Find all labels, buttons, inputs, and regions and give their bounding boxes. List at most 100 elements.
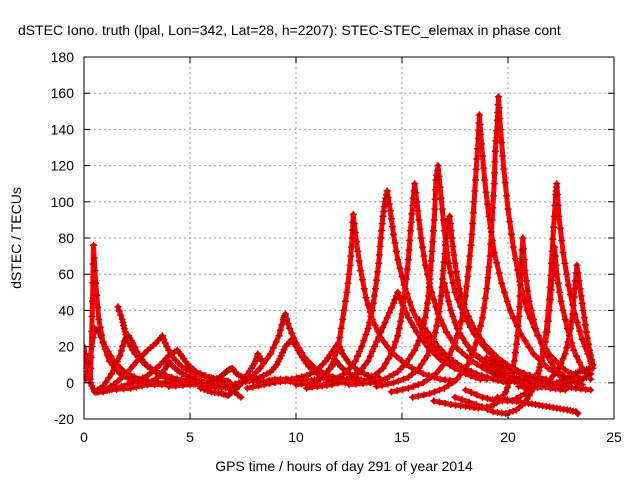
plus-marker (213, 381, 221, 389)
plus-marker (561, 386, 569, 394)
plus-marker (379, 364, 387, 372)
plus-marker (519, 234, 527, 242)
plus-marker (372, 370, 380, 378)
plus-marker (113, 358, 121, 366)
plus-marker (235, 381, 243, 389)
plus-marker (447, 227, 455, 235)
plus-marker (515, 312, 523, 320)
chart-title: dSTEC Iono. truth (lpal, Lon=342, Lat=28… (18, 22, 561, 38)
plus-marker (377, 328, 385, 336)
plus-marker (524, 287, 532, 295)
plus-marker (464, 273, 472, 281)
plus-marker (114, 303, 122, 311)
plus-marker (377, 234, 385, 242)
x-tick-label: 10 (288, 429, 304, 445)
plus-marker (499, 378, 507, 386)
plus-marker (537, 382, 545, 390)
plus-marker (457, 363, 465, 371)
plus-marker (509, 407, 517, 415)
plus-marker (85, 359, 93, 367)
plus-marker (418, 243, 426, 251)
plus-marker (397, 356, 405, 364)
plus-marker (256, 364, 264, 372)
plus-marker (99, 338, 107, 346)
plus-marker (479, 314, 487, 322)
plus-marker (292, 339, 300, 347)
plus-marker (358, 364, 366, 372)
plus-marker (370, 292, 378, 300)
plus-marker (399, 375, 407, 383)
plus-marker (387, 388, 395, 396)
plus-marker (434, 343, 442, 351)
plus-marker (496, 368, 504, 376)
plus-marker (548, 276, 556, 284)
plus-marker (158, 332, 166, 340)
plus-marker (559, 355, 567, 363)
plus-marker (99, 388, 107, 396)
plus-marker (439, 216, 447, 224)
plus-marker (447, 269, 455, 277)
plus-marker (576, 327, 584, 335)
plus-marker (457, 370, 465, 378)
plus-marker (481, 341, 489, 349)
plus-marker (495, 104, 503, 112)
plus-marker (484, 274, 492, 282)
plus-marker (381, 318, 389, 326)
plus-marker (558, 236, 566, 244)
plus-marker (503, 396, 511, 404)
plus-marker (283, 315, 291, 323)
plus-marker (471, 176, 479, 184)
plus-marker (178, 363, 186, 371)
plus-marker (541, 338, 549, 346)
plus-marker (472, 401, 480, 409)
plus-marker (259, 359, 267, 367)
plus-marker (385, 200, 393, 208)
plus-marker (362, 294, 370, 302)
plus-marker (561, 350, 569, 358)
plus-marker (445, 381, 453, 389)
plus-marker (574, 269, 582, 277)
plus-marker (529, 374, 537, 382)
plus-marker (505, 408, 513, 416)
tick-marks (83, 56, 615, 420)
plus-marker (451, 259, 459, 267)
plus-marker (375, 367, 383, 375)
plus-marker (576, 285, 584, 293)
plus-marker (411, 367, 419, 375)
plus-marker (179, 381, 187, 389)
plus-marker (451, 393, 459, 401)
plus-marker (197, 370, 205, 378)
plus-marker (498, 279, 506, 287)
plus-marker (540, 347, 548, 355)
plus-marker (295, 344, 303, 352)
plus-marker (426, 346, 434, 354)
data-series (415, 315, 512, 387)
plus-marker (399, 385, 407, 393)
plus-marker (367, 312, 375, 320)
plus-marker (585, 340, 593, 348)
plus-marker (387, 215, 395, 223)
plus-marker (585, 371, 593, 379)
plus-marker (330, 355, 338, 363)
plus-marker (425, 292, 432, 300)
plus-marker (132, 383, 140, 391)
plus-marker (561, 315, 569, 323)
plus-marker (555, 364, 563, 372)
plus-marker (379, 212, 387, 220)
plus-marker (439, 275, 447, 283)
plus-marker (359, 379, 367, 387)
plus-marker (429, 227, 437, 235)
plus-marker (426, 390, 434, 398)
plus-marker (559, 248, 567, 256)
plus-marker (316, 375, 324, 383)
plus-marker (415, 364, 423, 372)
plus-marker (373, 382, 381, 390)
plus-marker (379, 323, 387, 331)
plus-marker (492, 137, 500, 145)
plus-marker (446, 212, 454, 220)
plus-marker (281, 310, 289, 318)
plus-marker (495, 269, 503, 277)
plus-marker (481, 176, 489, 184)
plus-marker (491, 158, 499, 166)
